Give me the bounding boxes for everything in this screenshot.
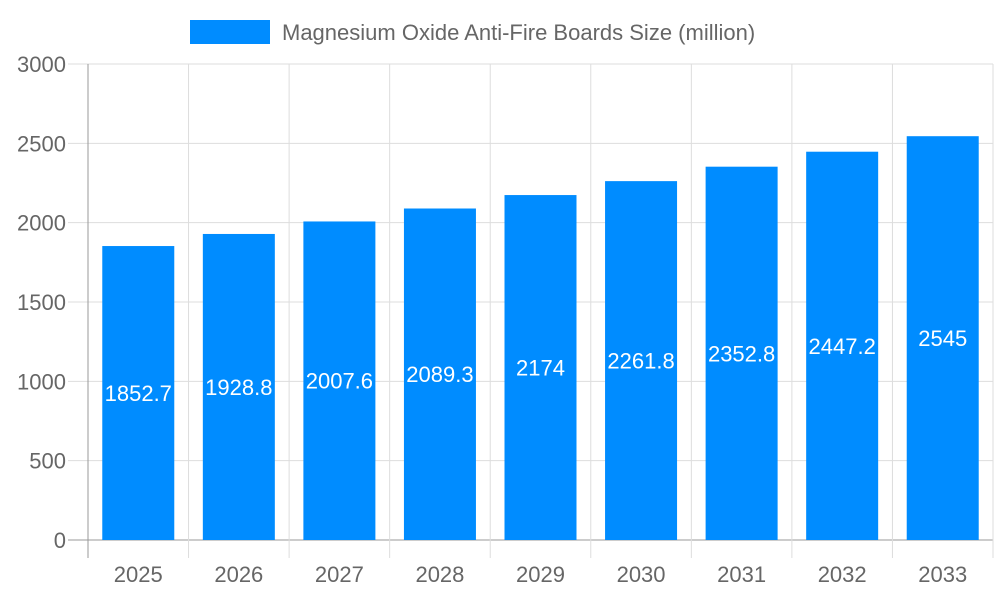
legend-label: Magnesium Oxide Anti-Fire Boards Size (m… xyxy=(282,20,755,45)
y-tick-label: 0 xyxy=(54,528,66,553)
x-tick-label: 2033 xyxy=(918,562,967,587)
bar xyxy=(202,233,275,540)
x-tick-label: 2027 xyxy=(315,562,364,587)
bar-value-label: 2261.8 xyxy=(607,349,674,374)
bar xyxy=(102,246,175,540)
bar xyxy=(403,208,476,540)
y-tick-label: 2000 xyxy=(17,211,66,236)
x-tick-label: 2028 xyxy=(415,562,464,587)
bar xyxy=(806,151,879,540)
bar-value-label: 2545 xyxy=(918,326,967,351)
x-tick-label: 2026 xyxy=(214,562,263,587)
bar xyxy=(906,136,979,540)
bar-value-label: 1928.8 xyxy=(205,375,272,400)
bar xyxy=(504,195,577,541)
x-tick-label: 2032 xyxy=(818,562,867,587)
axes: 0 500 1000 1500 2000 2500 3000 2025 2026 2027 2028… xyxy=(17,52,967,587)
legend[interactable]: Magnesium Oxide Anti-Fire Boards Size (m… xyxy=(190,20,755,45)
legend-swatch xyxy=(190,20,270,44)
bar xyxy=(605,181,678,540)
x-tick-label: 2025 xyxy=(114,562,163,587)
data-labels: 1852.7 1928.8 2007.6 2089.3 2174 2261.8 2352.8… xyxy=(105,326,968,406)
y-tick-label: 2500 xyxy=(17,131,66,156)
y-tick-label: 1000 xyxy=(17,369,66,394)
bar-value-label: 2174 xyxy=(516,356,565,381)
y-tick-label: 1500 xyxy=(17,290,66,315)
bar-value-label: 1852.7 xyxy=(105,381,172,406)
x-tick-label: 2029 xyxy=(516,562,565,587)
bar xyxy=(303,221,376,540)
bar-value-label: 2007.6 xyxy=(306,369,373,394)
bars xyxy=(102,136,979,541)
bar-value-label: 2089.3 xyxy=(406,362,473,387)
bar-value-label: 2447.2 xyxy=(809,334,876,359)
bar-value-label: 2352.8 xyxy=(708,341,775,366)
bar xyxy=(705,166,778,540)
x-tick-label: 2031 xyxy=(717,562,766,587)
y-tick-label: 3000 xyxy=(17,52,66,77)
y-tick-label: 500 xyxy=(29,449,66,474)
x-tick-label: 2030 xyxy=(617,562,666,587)
